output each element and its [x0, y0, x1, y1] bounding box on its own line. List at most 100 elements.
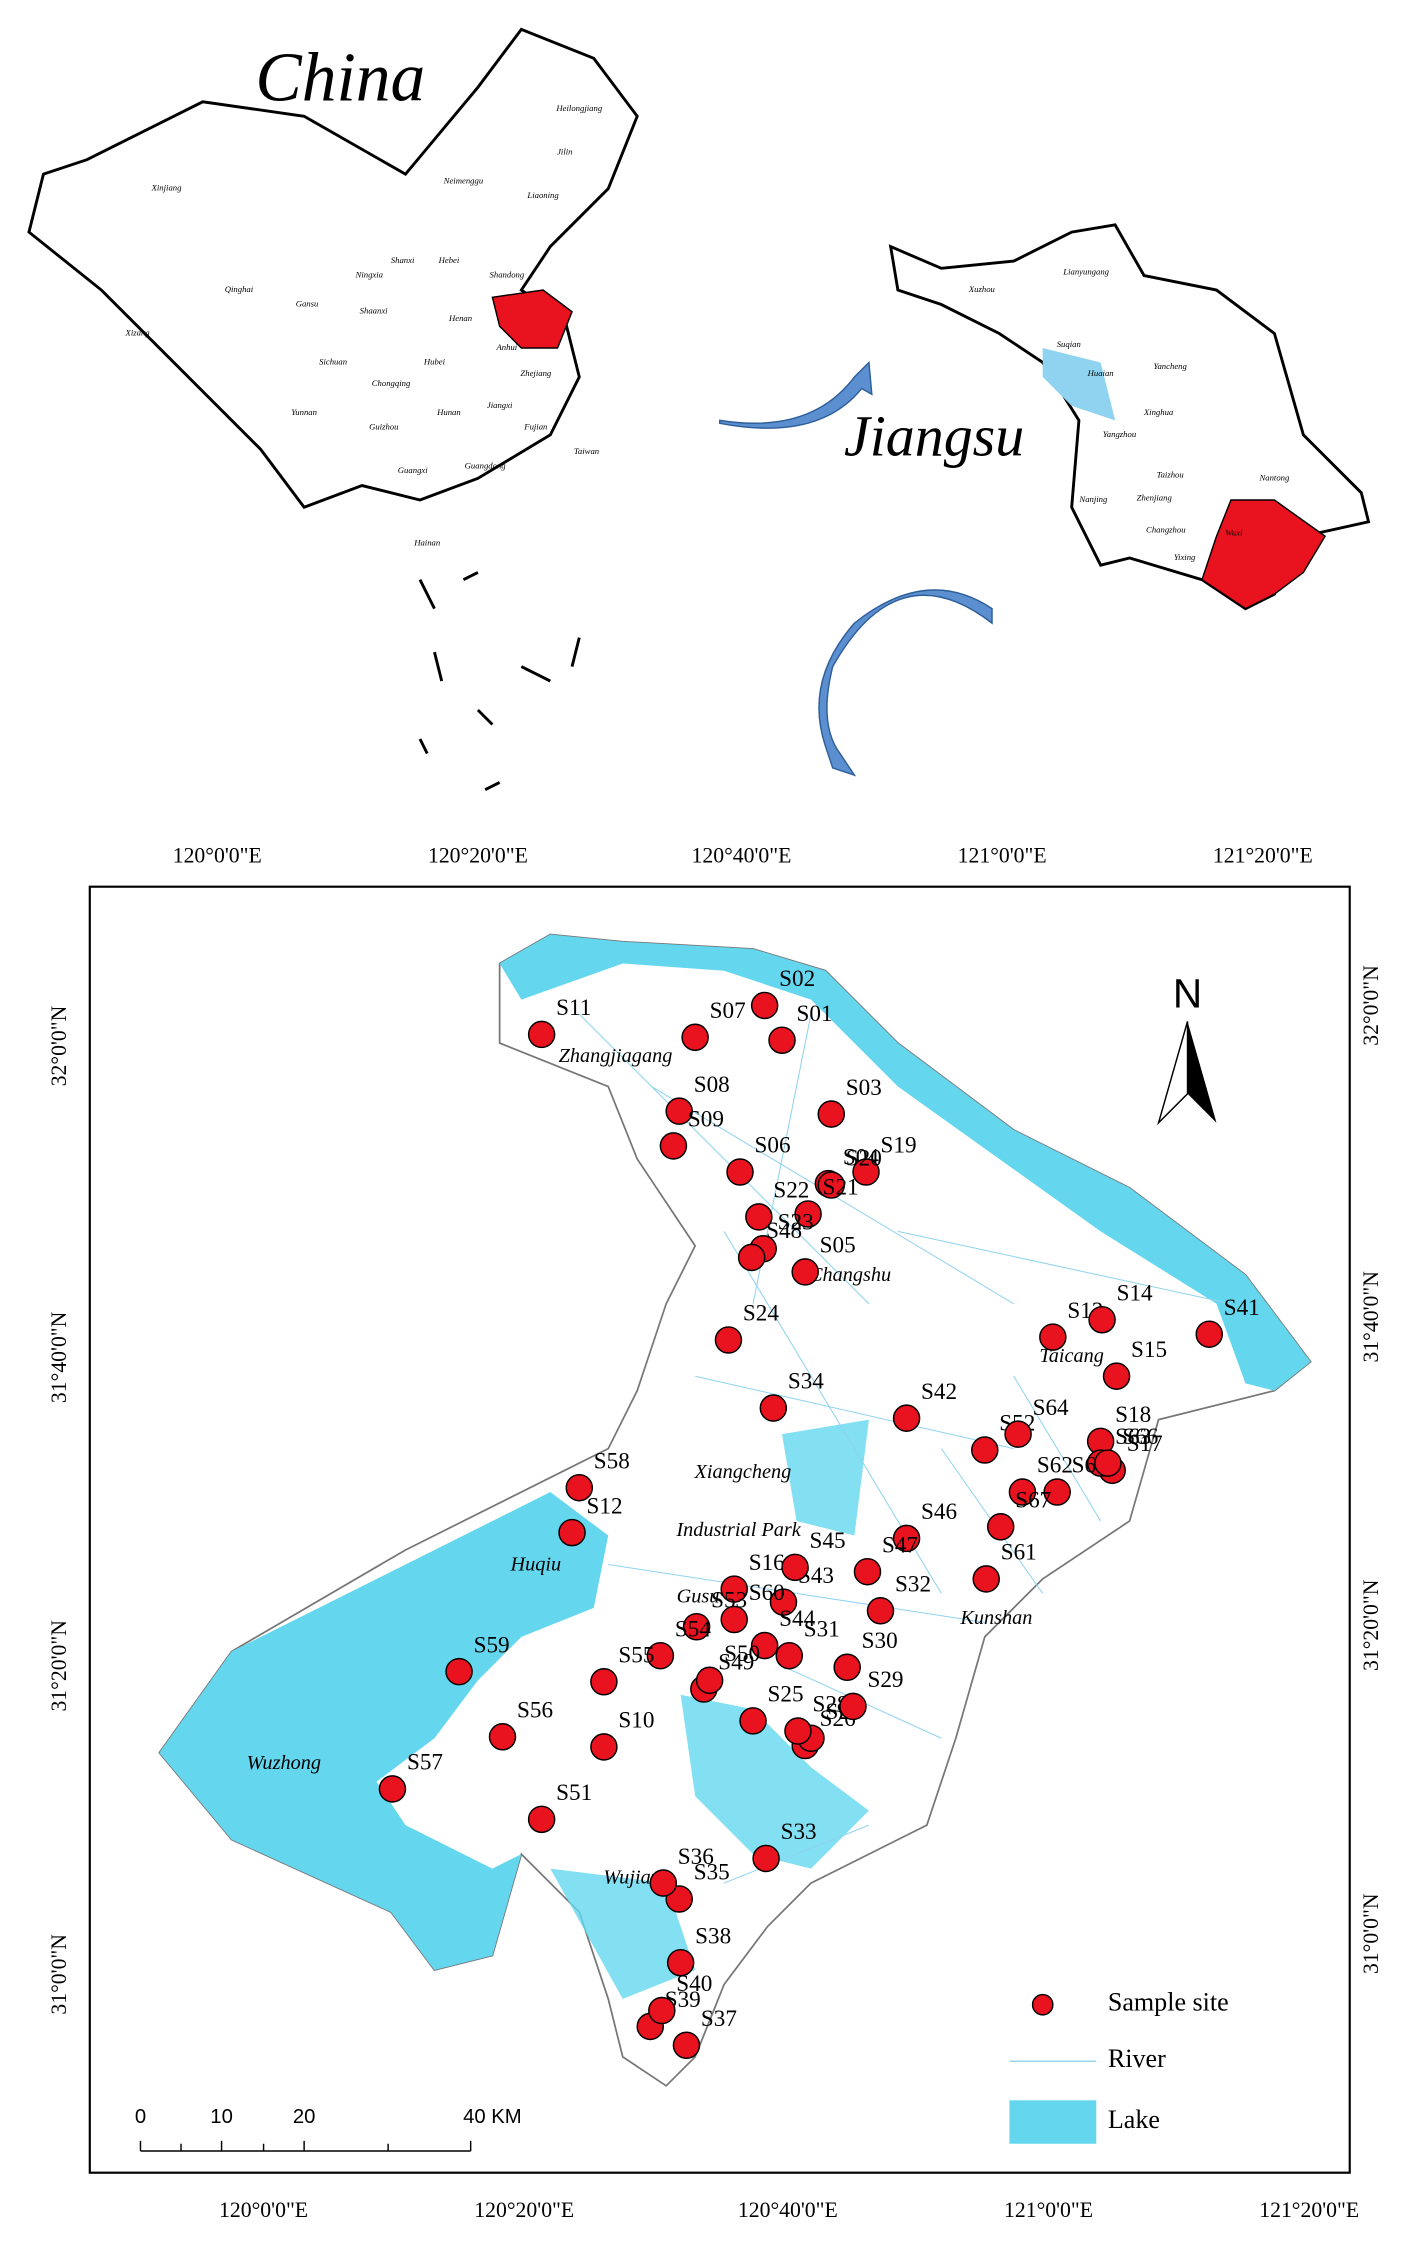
province-label: Chongqing: [372, 378, 411, 388]
site-label: S61: [1001, 1540, 1037, 1566]
site-label: S35: [694, 1860, 730, 1886]
legend-label: River: [1108, 2044, 1166, 2073]
scale-label: 40 KM: [463, 2106, 522, 2128]
province-label: Sichuan: [319, 356, 347, 366]
site-label: S41: [1224, 1295, 1260, 1321]
province-label: Qinghai: [225, 284, 254, 294]
site-label: S38: [695, 1923, 731, 1949]
district-label: Industrial Park: [675, 1519, 801, 1541]
site-label: S10: [618, 1708, 654, 1734]
province-label: Hebei: [438, 255, 460, 265]
site-label: S03: [846, 1075, 882, 1101]
site-label: S40: [676, 1971, 712, 1997]
sample-site: [839, 1692, 867, 1721]
south-sea-islands: [418, 571, 581, 791]
jiangsu-highlight: [491, 289, 573, 349]
province-label: Guangdong: [465, 461, 507, 471]
province-label: Shanxi: [391, 255, 415, 265]
site-label: S63: [1115, 1424, 1151, 1450]
sample-site: [681, 1023, 709, 1052]
sample-site: [488, 1723, 517, 1751]
province-label: Anhui: [496, 342, 518, 352]
district-label: Zhangjiagang: [559, 1045, 673, 1067]
sample-site: [665, 1097, 693, 1125]
sample-site: [666, 1948, 695, 1977]
scale-label: 20: [293, 2106, 316, 2128]
site-label: S19: [881, 1133, 917, 1159]
province-label: Taiwan: [574, 446, 599, 456]
sample-site: [759, 1394, 788, 1422]
lon-tick-label: 120°20'0"E: [474, 2198, 574, 2222]
site-label: S49: [718, 1650, 754, 1676]
scale-bar: [139, 2140, 472, 2152]
sample-site: [1195, 1320, 1224, 1348]
sample-site: [784, 1717, 812, 1745]
province-label: Hainan: [413, 537, 440, 547]
lon-tick-label: 121°20'0"E: [1259, 2198, 1359, 2222]
china-title: China: [255, 39, 425, 116]
sample-site: [971, 1436, 999, 1464]
site-label: S48: [766, 1218, 802, 1244]
sample-site: [1094, 1449, 1122, 1477]
site-label: S06: [755, 1133, 791, 1159]
sample-site: [378, 1775, 407, 1803]
city-label: Nantong: [1258, 472, 1290, 482]
site-label: S50: [724, 1641, 760, 1667]
site-label: S56: [517, 1697, 553, 1723]
sample-site: [737, 1243, 766, 1272]
city-label: Yancheng: [1153, 361, 1187, 371]
site-label: S37: [701, 2006, 737, 2032]
legend-label: Lake: [1108, 2105, 1160, 2134]
province-label: Shaanxi: [360, 306, 389, 316]
sample-site: [739, 1707, 767, 1735]
city-label: Zhenjiang: [1137, 493, 1173, 503]
sample-site: [714, 1326, 743, 1354]
lat-tick-label: 31°40'0"N: [47, 1311, 71, 1403]
sample-site: [682, 1612, 711, 1641]
lat-tick-label: 32°0'0"N: [47, 1005, 71, 1086]
site-label: S16: [749, 1550, 785, 1576]
site-label: S20: [846, 1146, 882, 1172]
sample-site: [565, 1473, 594, 1502]
lon-tick-label: 121°0'0"E: [958, 844, 1047, 868]
province-label: Heilongjiang: [555, 103, 602, 113]
district-label: Xiangcheng: [694, 1461, 792, 1483]
city-label: Lianyungang: [1062, 267, 1109, 277]
sample-site: [853, 1557, 882, 1586]
arrow: [719, 360, 873, 429]
province-label: Jilin: [557, 146, 572, 156]
site-label: S51: [556, 1780, 592, 1806]
sample-site: [1043, 1478, 1071, 1506]
sample-site: [1102, 1362, 1131, 1390]
site-label: S58: [594, 1448, 630, 1474]
sample-site: [720, 1605, 748, 1634]
lat-tick-label: 31°0'0"N: [47, 1934, 71, 2015]
site-label: S47: [882, 1532, 918, 1558]
district-label: Wuzhong: [247, 1752, 321, 1774]
north-label: N: [1173, 970, 1202, 1016]
district-label: Huqiu: [509, 1554, 561, 1576]
lon-tick-label: 120°0'0"E: [219, 2198, 308, 2222]
district-label: Changshu: [809, 1264, 891, 1286]
site-label: S02: [779, 966, 815, 992]
site-label: S46: [921, 1499, 957, 1525]
city-label: Changzhou: [1146, 524, 1186, 534]
city-label: Xinghua: [1143, 407, 1174, 417]
sample-site: [695, 1666, 724, 1695]
sample-site: [817, 1100, 846, 1128]
site-label: S11: [556, 995, 591, 1021]
site-label: S25: [768, 1682, 804, 1708]
site-label: S07: [710, 998, 746, 1024]
province-label: Guangxi: [398, 465, 428, 475]
sample-site: [590, 1733, 618, 1761]
lon-tick-label: 120°20'0"E: [428, 844, 528, 868]
sample-site: [752, 1844, 780, 1873]
site-label: S34: [788, 1369, 824, 1395]
province-label: Guizhou: [369, 422, 399, 432]
lon-tick-label: 121°0'0"E: [1004, 2198, 1093, 2222]
site-label: S05: [820, 1233, 856, 1259]
sample-site: [1008, 1478, 1037, 1506]
sample-site: [649, 1869, 678, 1897]
site-label: S32: [895, 1571, 931, 1597]
